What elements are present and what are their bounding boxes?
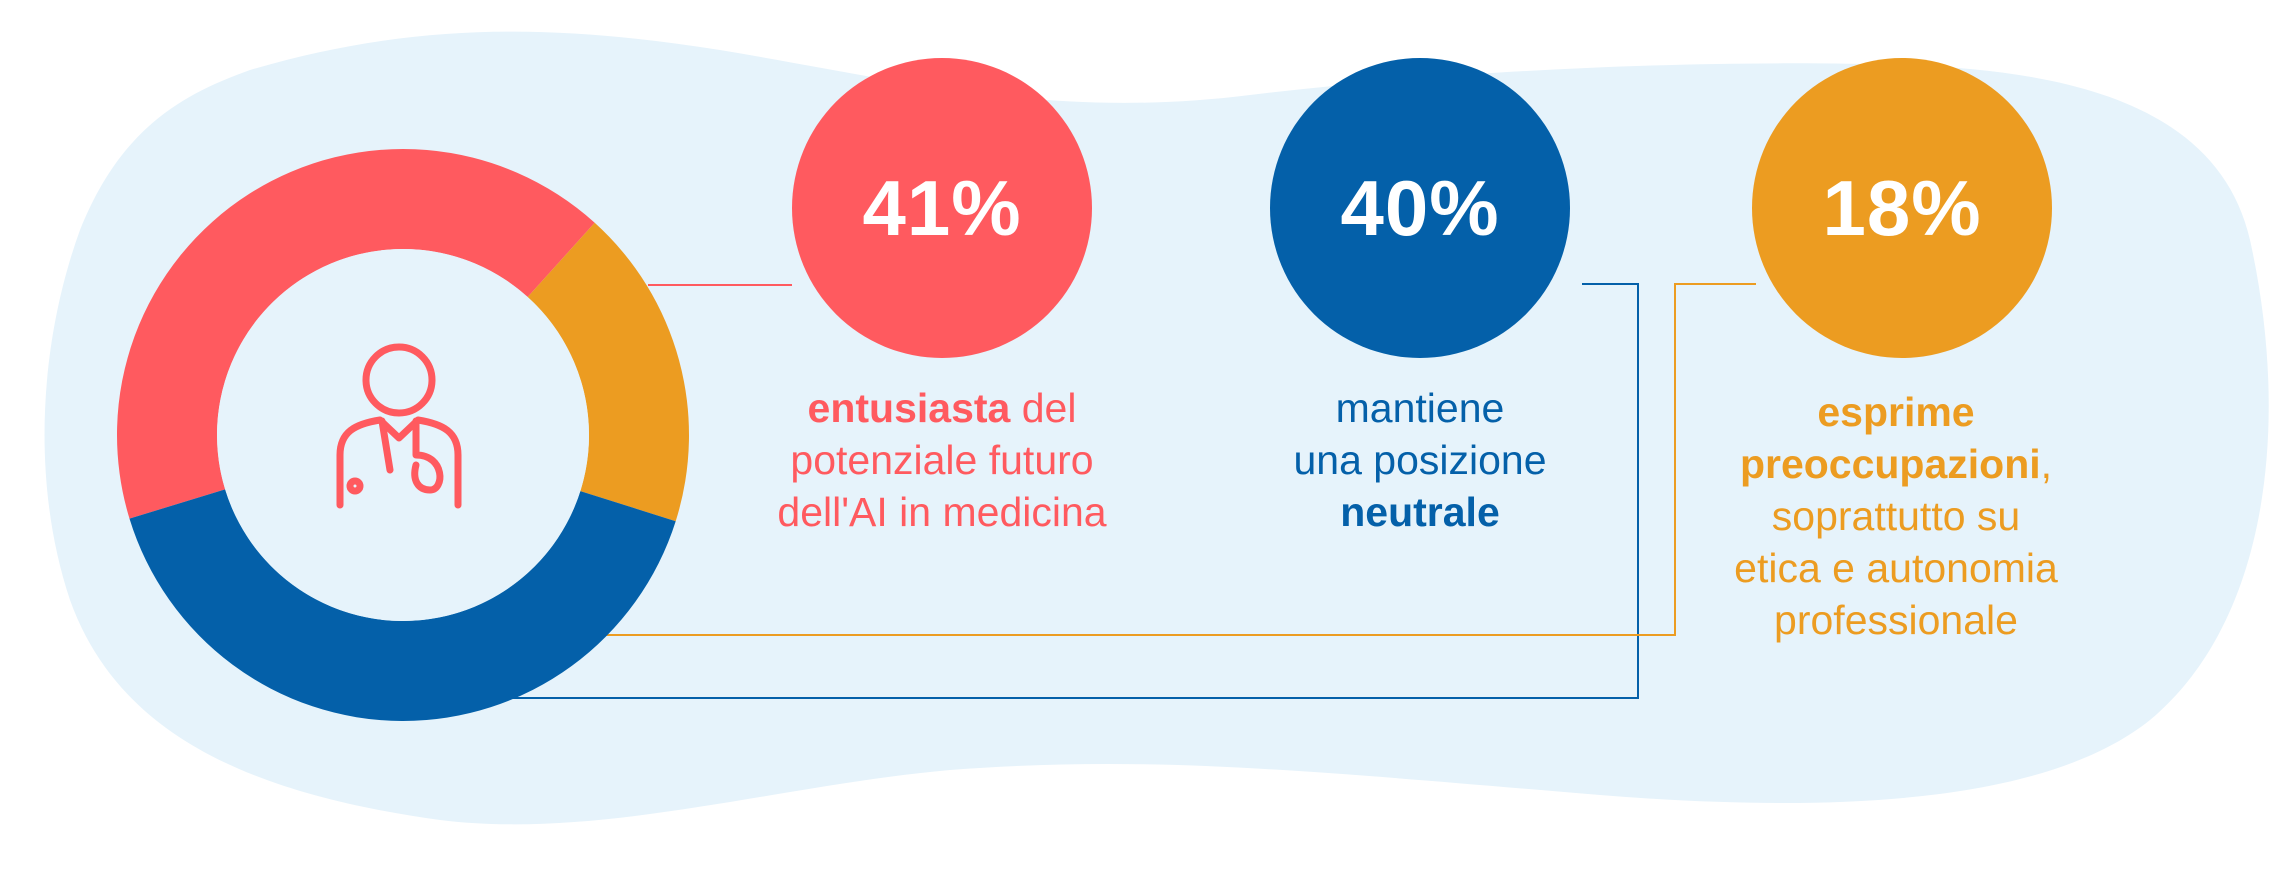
caption-concerns-text-3: soprattutto su — [1771, 493, 2021, 539]
connector-orange — [605, 283, 1756, 636]
doctor-icon — [336, 343, 462, 509]
caption-concerns-text-4: etica e autonomia — [1734, 545, 2058, 591]
caption-concerns-text-5: professionale — [1774, 597, 2018, 643]
stat-value-enthusiastic: 41% — [862, 163, 1022, 252]
doctor-head-icon — [362, 343, 436, 417]
caption-enthusiastic: entusiasta del potenziale futuro dell'AI… — [722, 382, 1162, 538]
connector-blue — [512, 283, 1639, 699]
stat-value-concerns: 18% — [1822, 163, 1982, 252]
caption-neutral-bold: neutrale — [1340, 489, 1500, 535]
doctor-coat-left-icon — [378, 417, 394, 474]
caption-enthusiastic-text-3: dell'AI in medicina — [777, 489, 1107, 535]
donut-segment-41 — [117, 149, 595, 519]
caption-enthusiastic-text-2: potenziale futuro — [790, 437, 1094, 483]
stethoscope-icon — [411, 417, 444, 494]
caption-enthusiastic-bold: entusiasta — [807, 385, 1011, 431]
caption-concerns: esprime preoccupazioni, soprattutto su e… — [1676, 386, 2116, 646]
caption-neutral-text-1: mantiene — [1335, 385, 1505, 431]
caption-concerns-comma: , — [2040, 441, 2053, 487]
caption-concerns-bold-2: preoccupazioni — [1739, 441, 2041, 487]
stat-circle-neutral: 40% — [1270, 58, 1570, 358]
doctor-body-icon — [336, 416, 462, 509]
donut-segment-18 — [527, 222, 689, 522]
caption-concerns-bold-1: esprime — [1817, 389, 1975, 435]
stethoscope-tip-icon — [346, 477, 364, 495]
stat-value-neutral: 40% — [1340, 163, 1500, 252]
donut-segment-40 — [129, 489, 676, 721]
caption-neutral: mantiene una posizione neutrale — [1200, 382, 1640, 538]
caption-neutral-text-2: una posizione — [1293, 437, 1547, 483]
stat-circle-enthusiastic: 41% — [792, 58, 1092, 358]
caption-enthusiastic-text-1: del — [1010, 385, 1077, 431]
donut-chart — [117, 149, 689, 721]
stat-circle-concerns: 18% — [1752, 58, 2052, 358]
